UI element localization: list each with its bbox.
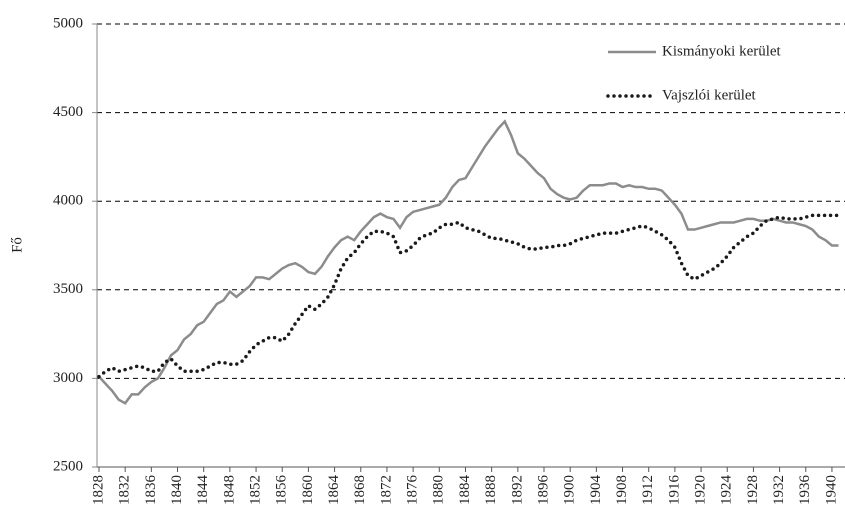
legend-label: Vajszlói kerület (662, 87, 757, 103)
x-tick-label: 1872 (378, 475, 394, 505)
y-tick-label: 5000 (53, 15, 83, 31)
x-tick-label: 1848 (221, 475, 237, 505)
x-tick-label: 1832 (117, 475, 133, 505)
x-tick-label: 1880 (431, 475, 447, 505)
y-tick-label: 3000 (53, 370, 83, 386)
x-tick-label: 1836 (143, 475, 159, 506)
x-tick-label: 1916 (666, 475, 682, 506)
x-tick-label: 1924 (719, 475, 735, 506)
x-tick-label: 1840 (169, 475, 185, 505)
y-tick-label: 2500 (53, 458, 83, 474)
series-line (98, 119, 839, 405)
x-tick-label: 1892 (509, 475, 525, 505)
x-tick-label: 1868 (352, 475, 368, 505)
x-tick-label: 1932 (771, 475, 787, 505)
x-tick-label: 1844 (195, 475, 211, 506)
x-tick-label: 1896 (535, 475, 551, 506)
x-tick-label: 1828 (90, 475, 106, 505)
x-tick-label: 1908 (614, 475, 630, 505)
series-line (97, 213, 841, 379)
x-tick-label: 1904 (588, 475, 604, 506)
x-tick-label: 1912 (640, 475, 656, 505)
x-tick-label: 1884 (457, 475, 473, 506)
x-tick-label: 1920 (693, 475, 709, 505)
x-tick-label: 1864 (326, 475, 342, 506)
y-tick-label: 4500 (53, 104, 83, 120)
legend-label: Kismányoki kerület (662, 43, 782, 59)
x-tick-label: 1900 (562, 475, 578, 505)
y-axis-label: Fő (9, 237, 25, 253)
x-tick-label: 1936 (797, 475, 813, 506)
y-tick-label: 4000 (53, 193, 83, 209)
x-tick-label: 1856 (274, 475, 290, 506)
y-tick-label: 3500 (53, 281, 83, 297)
x-tick-label: 1888 (483, 475, 499, 505)
x-tick-label: 1876 (405, 475, 421, 506)
x-tick-label: 1928 (745, 475, 761, 505)
x-tick-label: 1852 (247, 475, 263, 505)
x-tick-label: 1940 (823, 475, 839, 505)
x-tick-label: 1860 (300, 475, 316, 505)
